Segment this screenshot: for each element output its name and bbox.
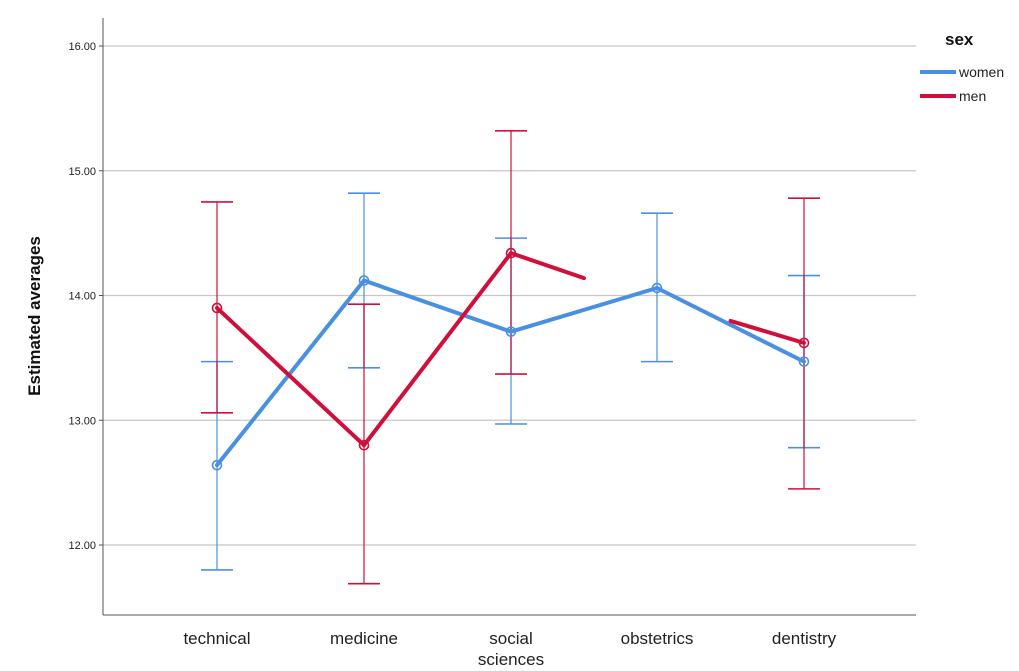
x-category-label: obstetrics xyxy=(621,629,694,648)
series-line-segment xyxy=(362,278,513,334)
series-women xyxy=(211,275,810,471)
data-point xyxy=(505,326,517,337)
gridlines xyxy=(99,45,916,546)
series-line-segment xyxy=(655,286,806,364)
data-point xyxy=(505,247,517,259)
x-category-label: sciences xyxy=(478,650,544,669)
data-point xyxy=(358,439,370,451)
y-tick-labels: 12.00 13.00 14.00 15.00 16.00 xyxy=(68,41,96,552)
y-axis-title: Estimated averages xyxy=(25,236,44,396)
errorbars-men xyxy=(201,130,820,585)
series-layer xyxy=(201,130,820,585)
y-tick-label: 15.00 xyxy=(68,166,96,178)
x-category-label: dentistry xyxy=(772,629,837,648)
series-line-stub xyxy=(509,251,586,281)
data-point xyxy=(651,282,663,294)
axes xyxy=(102,18,916,616)
data-point xyxy=(798,337,810,349)
data-point xyxy=(211,302,223,314)
y-tick-label: 12.00 xyxy=(68,540,96,552)
legend-label-women: women xyxy=(958,64,1004,80)
x-category-label: social xyxy=(489,629,532,648)
y-tick-label: 14.00 xyxy=(68,291,96,303)
data-point xyxy=(798,356,810,367)
y-tick-label: 13.00 xyxy=(68,415,96,427)
x-category-label: technical xyxy=(183,629,250,648)
legend-label-men: men xyxy=(959,88,986,104)
series-line-segment xyxy=(215,305,366,448)
series-line-segment xyxy=(215,278,366,468)
series-line-stub xyxy=(728,318,806,345)
series-men xyxy=(211,247,810,451)
series-line-segment xyxy=(362,251,513,448)
series-line-segment xyxy=(509,286,659,334)
data-point xyxy=(211,459,223,471)
y-tick-label: 16.00 xyxy=(68,41,96,53)
legend-title: sex xyxy=(945,30,974,49)
legend: sex women men xyxy=(920,30,1004,104)
data-point xyxy=(358,275,370,286)
x-category-labels: technical medicine social sciences obstetric… xyxy=(183,629,836,669)
x-category-label: medicine xyxy=(330,629,398,648)
